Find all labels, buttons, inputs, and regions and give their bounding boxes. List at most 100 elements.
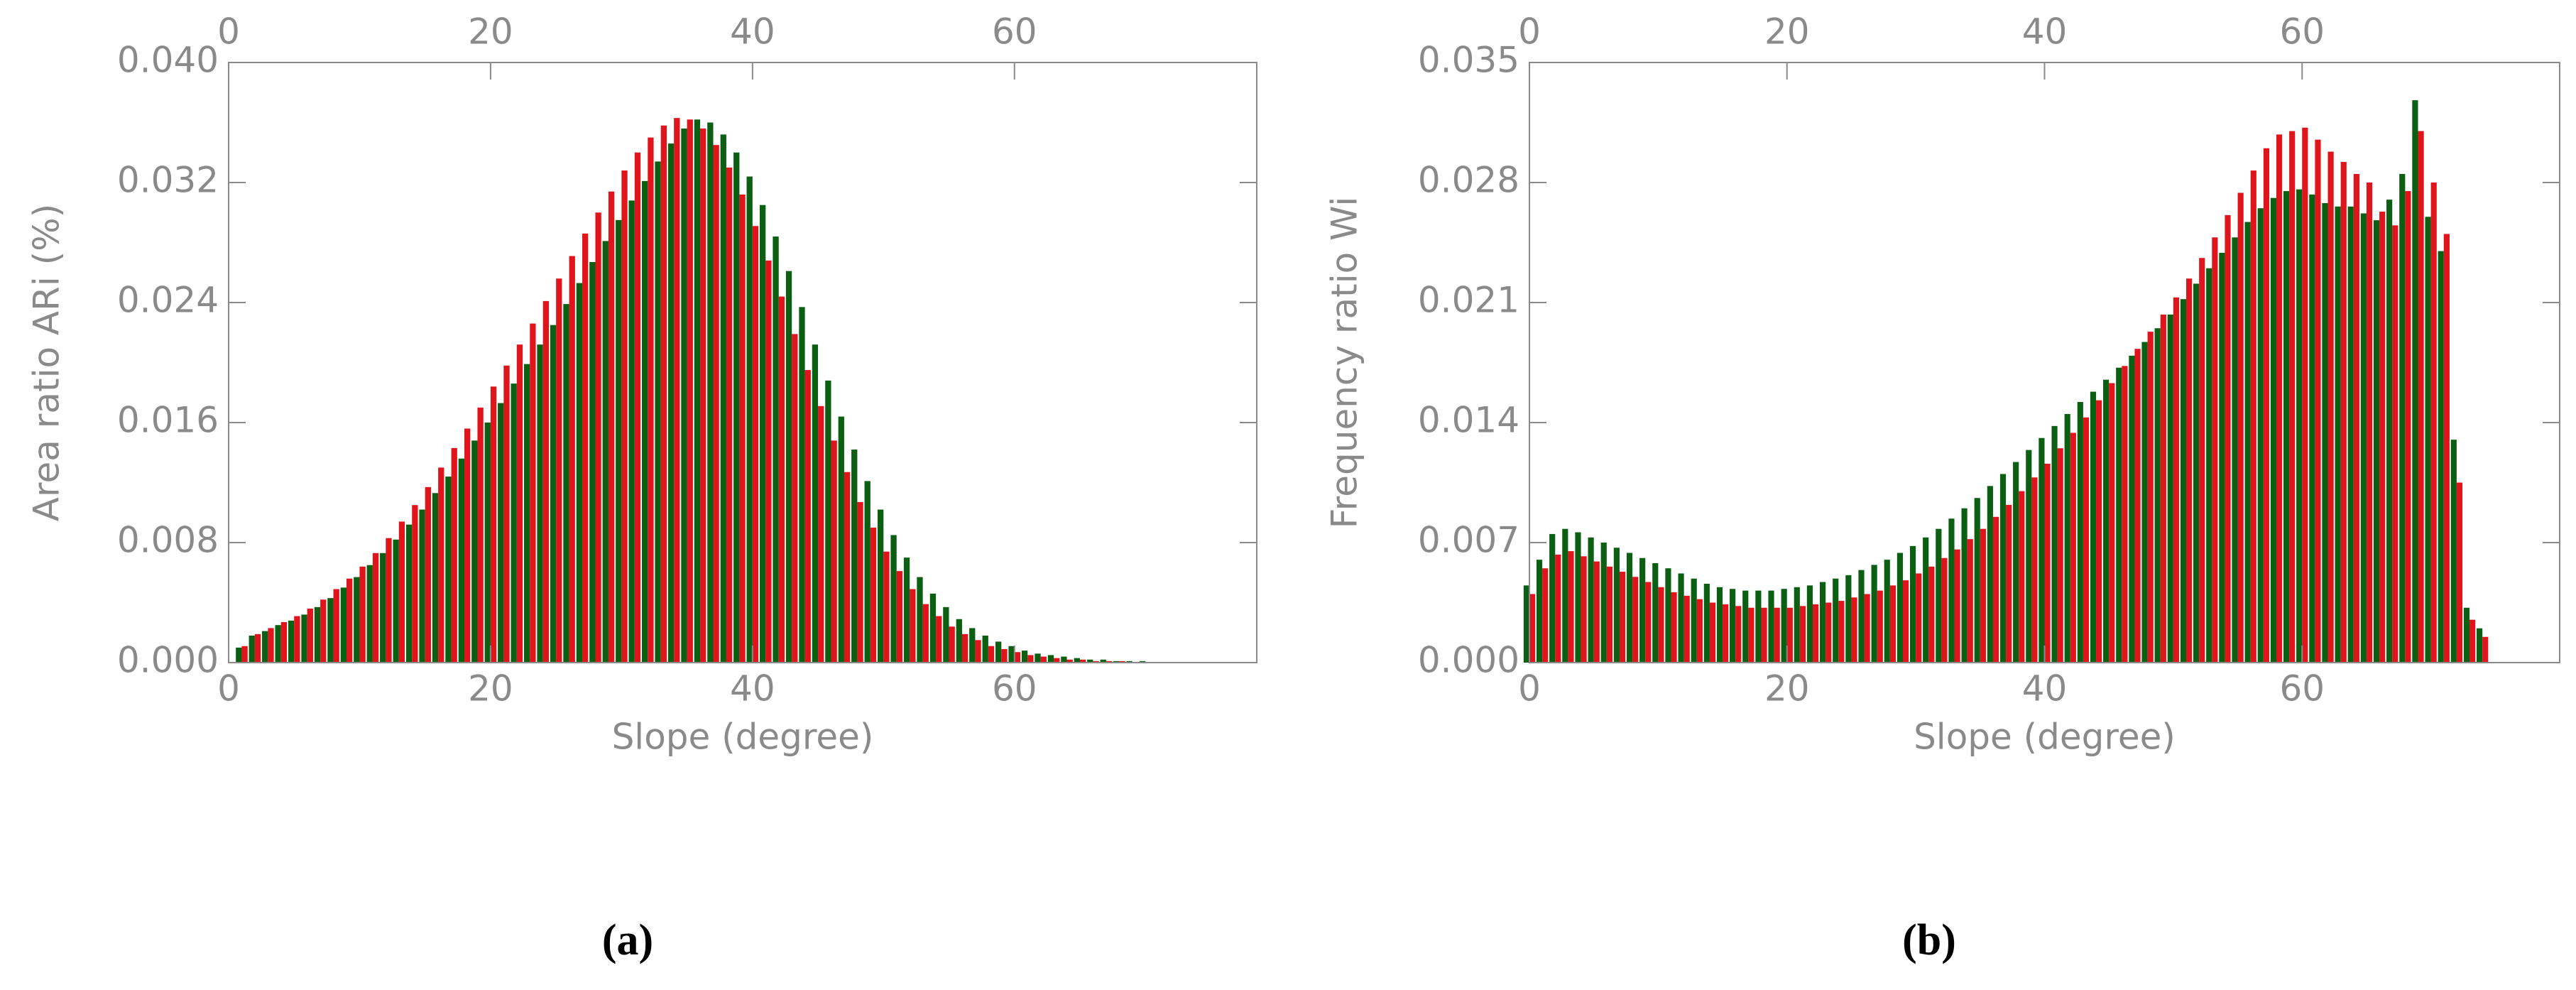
x-tick-label: 0 (217, 668, 240, 709)
x-tick-label: 20 (468, 668, 513, 709)
bar (2469, 619, 2476, 663)
bar (1619, 572, 1626, 663)
bar (2122, 366, 2128, 663)
bar (759, 205, 766, 663)
bar (2206, 268, 2212, 663)
bar (2322, 202, 2328, 663)
bar (1923, 537, 1929, 663)
bar (870, 527, 877, 663)
bar (831, 440, 837, 663)
bar (2199, 258, 2205, 663)
bar (1896, 553, 1903, 663)
bar (2147, 332, 2154, 663)
bar (556, 278, 562, 663)
bar (1858, 570, 1865, 663)
bar (537, 344, 543, 663)
bar (419, 509, 425, 663)
bar (1139, 660, 1146, 663)
bar (542, 300, 550, 663)
bar (857, 501, 863, 663)
bar (498, 403, 504, 663)
bar (451, 447, 457, 663)
bar (648, 137, 654, 663)
bar (2109, 383, 2115, 663)
bar (2425, 217, 2431, 663)
bar (1954, 549, 1960, 663)
y-tick-label: 0.035 (1418, 40, 1519, 81)
bar (1781, 589, 1787, 663)
bar (2129, 355, 2135, 663)
bar (1626, 553, 1633, 663)
bar (1014, 652, 1021, 663)
bar (969, 628, 976, 663)
y-tick-label: 0.024 (117, 280, 219, 321)
bar (333, 589, 339, 663)
bar (2180, 299, 2187, 663)
bar (1735, 606, 1742, 663)
y-tick-label: 0.021 (1418, 280, 1519, 321)
bar (1703, 583, 1710, 663)
bar (1113, 660, 1120, 663)
bar (1902, 580, 1909, 663)
bar (1864, 594, 1870, 663)
bar (2096, 400, 2102, 663)
bar (1523, 585, 1529, 663)
bar (621, 170, 628, 663)
bar (380, 553, 386, 663)
bar (1575, 532, 1581, 663)
bar (1786, 607, 1793, 663)
bar (674, 118, 680, 663)
bar (569, 256, 575, 663)
bar (1639, 557, 1646, 663)
bar (896, 571, 903, 663)
bar (2327, 151, 2334, 663)
bar (2438, 251, 2444, 663)
bar (2418, 131, 2424, 663)
bar (851, 450, 858, 663)
bar (2276, 134, 2283, 663)
bar (2070, 433, 2076, 663)
bar (346, 578, 353, 663)
bar (804, 370, 811, 663)
bar (2340, 162, 2347, 663)
bar (412, 505, 418, 663)
bar (1087, 659, 1093, 663)
bar (877, 509, 884, 663)
bar (1027, 655, 1034, 663)
bar (438, 467, 444, 663)
bar (2482, 636, 2489, 663)
bar (660, 125, 667, 663)
y-axis-label: Frequency ratio Wi (1324, 197, 1365, 529)
bar (589, 261, 596, 663)
bar (1588, 537, 1594, 663)
bar (2173, 297, 2180, 663)
bar (2167, 314, 2173, 663)
bar (1974, 498, 1980, 663)
panel-label: (a) (602, 916, 653, 964)
bar (2044, 463, 2051, 663)
bar (445, 477, 452, 663)
bar (799, 307, 805, 663)
bar (1967, 539, 1973, 663)
x-tick-label: 40 (730, 668, 775, 709)
bar (1696, 599, 1703, 663)
bar (707, 122, 714, 663)
bar (2090, 391, 2097, 663)
bar (2463, 607, 2470, 663)
bar (1799, 606, 1806, 663)
bar (2477, 628, 2483, 663)
bar (2134, 349, 2141, 663)
x-tick-label-top: 40 (730, 11, 775, 53)
bar (2083, 417, 2090, 663)
bar (2386, 200, 2393, 663)
bar (1980, 528, 1986, 663)
bar (1755, 590, 1762, 663)
bar (890, 535, 897, 663)
bar (752, 226, 759, 663)
bar (2405, 191, 2411, 663)
x-axis-label: Slope (degree) (1914, 717, 2176, 758)
bar (458, 458, 465, 663)
bar (961, 633, 968, 663)
